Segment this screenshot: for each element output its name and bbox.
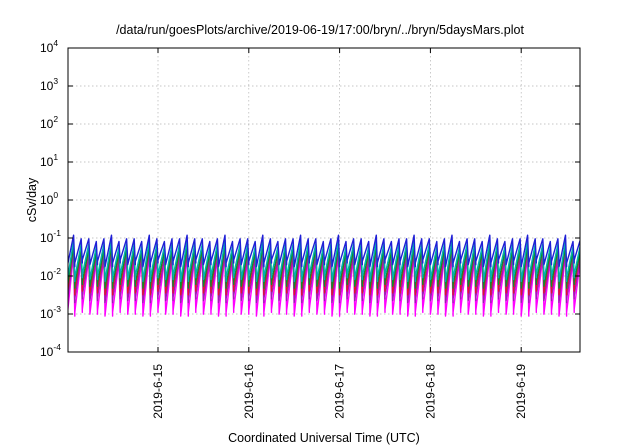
series-line [68,234,580,268]
y-tick-label: 104 [40,38,58,55]
y-tick-label: 103 [40,76,58,93]
x-tick-label: 2019-6-19 [514,364,528,419]
y-axis: 10-4 10-3 10-2 10-1 100 101 102 103 104 [40,38,580,359]
y-tick-label: 10-1 [40,228,61,245]
data-series [68,234,580,317]
x-tick-label: 2019-6-18 [423,364,437,419]
y-tick-label: 10-2 [40,266,61,283]
y-axis-label: cSv/day [25,177,39,222]
y-tick-label: 10-3 [40,304,61,321]
x-axis-label: Coordinated Universal Time (UTC) [228,431,420,445]
y-tick-label: 101 [40,152,58,169]
chart-title: /data/run/goesPlots/archive/2019-06-19/1… [116,23,524,37]
y-tick-label: 102 [40,114,58,131]
y-tick-label: 100 [40,190,58,207]
x-tick-label: 2019-6-17 [333,364,347,419]
y-tick-label: 10-4 [40,342,61,359]
x-tick-label: 2019-6-15 [151,364,165,419]
x-axis: 2019-6-15 2019-6-16 2019-6-17 2019-6-18 2019… [151,48,528,419]
x-tick-label: 2019-6-16 [242,364,256,419]
